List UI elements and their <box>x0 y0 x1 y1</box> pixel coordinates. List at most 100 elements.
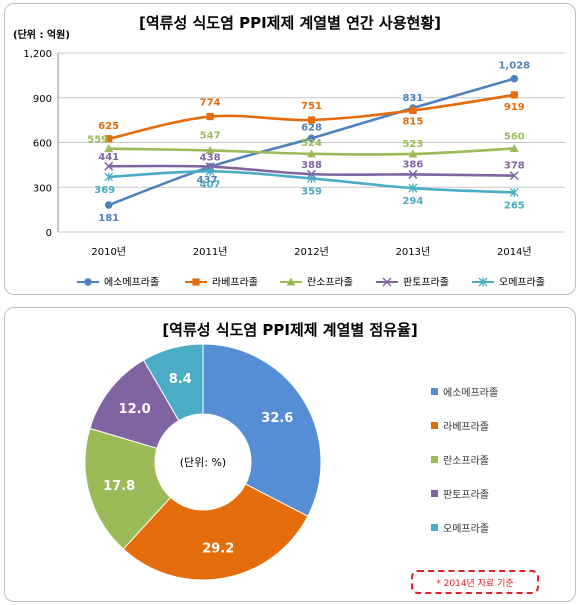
data-point-stroke <box>408 169 418 179</box>
data-label: 369 <box>94 185 115 196</box>
data-point <box>307 173 316 183</box>
data-point <box>509 171 519 181</box>
donut-legend-label: 라베프라졸 <box>443 421 489 433</box>
data-label: 547 <box>200 130 221 141</box>
data-label: 359 <box>301 186 322 197</box>
y-tick-label: 900 <box>33 94 52 105</box>
legend-swatch <box>431 523 438 531</box>
data-point <box>509 143 519 152</box>
donut-slice <box>202 343 322 517</box>
data-label: 774 <box>200 98 221 109</box>
legend-marker <box>478 277 488 287</box>
donut-legend-label: 에소메프라졸 <box>443 387 499 399</box>
data-label: 294 <box>402 196 423 207</box>
data-point <box>307 134 316 143</box>
donut-legend-item: 판토프라졸 <box>431 486 561 501</box>
data-label: 1,028 <box>498 61 530 72</box>
line-chart-panel: [역류성 식도염 PPI제제 계열별 연간 사용현황] (단위 : 억원) 0 3… <box>4 3 576 295</box>
data-point <box>104 201 113 209</box>
legend-label: 란소프라졸 <box>307 277 353 289</box>
legend-swatch <box>431 489 438 497</box>
data-label: 386 <box>402 159 423 170</box>
donut-legend-item: 오메프라졸 <box>431 520 561 535</box>
x-tick-label: 2010년 <box>91 246 126 258</box>
legend-marker <box>382 277 392 287</box>
donut-legend-label: 란소프라졸 <box>443 455 489 467</box>
data-label: 628 <box>301 122 322 133</box>
data-point <box>104 172 114 182</box>
donut-chart-panel: [역류성 식도염 PPI제제 계열별 점유율] 32.6 29.2 17.8 12.0… <box>4 307 576 602</box>
data-label: 831 <box>402 93 423 104</box>
legend-marker <box>192 278 200 286</box>
data-point <box>408 169 418 179</box>
legend-marker <box>286 277 296 286</box>
data-label: 378 <box>504 161 525 172</box>
data-label: 524 <box>301 138 322 149</box>
data-point <box>104 161 114 171</box>
donut-legend-label: 판토프라졸 <box>443 489 489 501</box>
legend-label: 라베프라졸 <box>212 277 258 289</box>
legend-marker-stroke <box>382 277 392 287</box>
data-point <box>409 106 417 115</box>
data-label: 751 <box>301 101 322 112</box>
donut-center-label: (단위: %) <box>180 456 226 469</box>
data-label: 815 <box>402 116 423 127</box>
x-tick-label: 2011년 <box>193 246 228 258</box>
data-basis-note: * 2014년 자료 기준 <box>411 570 539 594</box>
slice-value-label: 12.0 <box>119 402 151 417</box>
donut-legend-item: 란소프라졸 <box>431 452 561 467</box>
donut-slice <box>142 343 204 422</box>
donut-legend-item: 에소메프라졸 <box>431 384 561 399</box>
legend-swatch <box>431 455 438 463</box>
legend-marker <box>84 278 92 286</box>
y-tick-label: 0 <box>46 228 52 239</box>
data-point <box>408 149 418 158</box>
data-point <box>510 91 518 99</box>
x-tick-label: 2014년 <box>497 246 532 258</box>
line-chart-unit-label: (단위 : 억원) <box>13 30 70 41</box>
slice-value-label: 17.8 <box>103 479 135 494</box>
data-point <box>510 74 519 83</box>
data-point <box>408 183 418 193</box>
data-label: 560 <box>504 131 525 142</box>
data-point <box>105 135 113 143</box>
donut-legend-label: 오메프라졸 <box>443 523 489 535</box>
line-chart: 0 300 600 900 1,200 2010년 2011년 2012년 2013년 2014년… <box>23 49 565 289</box>
data-point <box>104 144 114 153</box>
x-tick-label: 2012년 <box>294 246 329 258</box>
y-tick-label: 300 <box>33 183 52 194</box>
data-label: 441 <box>98 152 119 163</box>
donut-slice <box>84 427 172 550</box>
donut-slice <box>122 483 309 581</box>
data-point <box>205 166 215 176</box>
donut-legend-item: 라베프라졸 <box>431 418 561 433</box>
data-point-stroke <box>509 171 519 181</box>
data-label: 388 <box>301 160 322 171</box>
legend-label: 에소메프라졸 <box>104 277 159 289</box>
data-label: 625 <box>98 121 119 132</box>
data-point <box>307 149 316 158</box>
data-point <box>206 112 214 121</box>
data-label: 437 <box>197 175 218 186</box>
data-point <box>509 187 519 197</box>
data-label: 438 <box>200 153 221 164</box>
data-point <box>205 145 215 154</box>
data-label: 919 <box>504 102 525 113</box>
data-label: 265 <box>504 200 525 211</box>
donut-chart: 32.6 29.2 17.8 12.0 8.4 (단위: %) <box>84 343 322 581</box>
data-point <box>307 116 316 124</box>
donut-chart-title: [역류성 식도염 PPI제제 계열별 점유율] <box>162 321 418 339</box>
legend-label: 오메프라졸 <box>499 277 545 289</box>
slice-value-label: 29.2 <box>202 542 234 557</box>
y-tick-label: 1,200 <box>23 49 52 60</box>
legend-swatch <box>431 421 438 429</box>
line-chart-title: [역류성 식도염 PPI제제 계열별 연간 사용현황] <box>139 14 441 32</box>
data-label: 407 <box>200 179 221 190</box>
legend-swatch <box>431 387 438 395</box>
legend-label: 판토프라졸 <box>403 277 449 289</box>
data-label: 181 <box>98 213 119 224</box>
slice-value-label: 32.6 <box>261 411 293 426</box>
slice-value-label: 8.4 <box>169 372 192 387</box>
data-label: 523 <box>402 139 423 150</box>
data-label: 559 <box>87 135 108 146</box>
